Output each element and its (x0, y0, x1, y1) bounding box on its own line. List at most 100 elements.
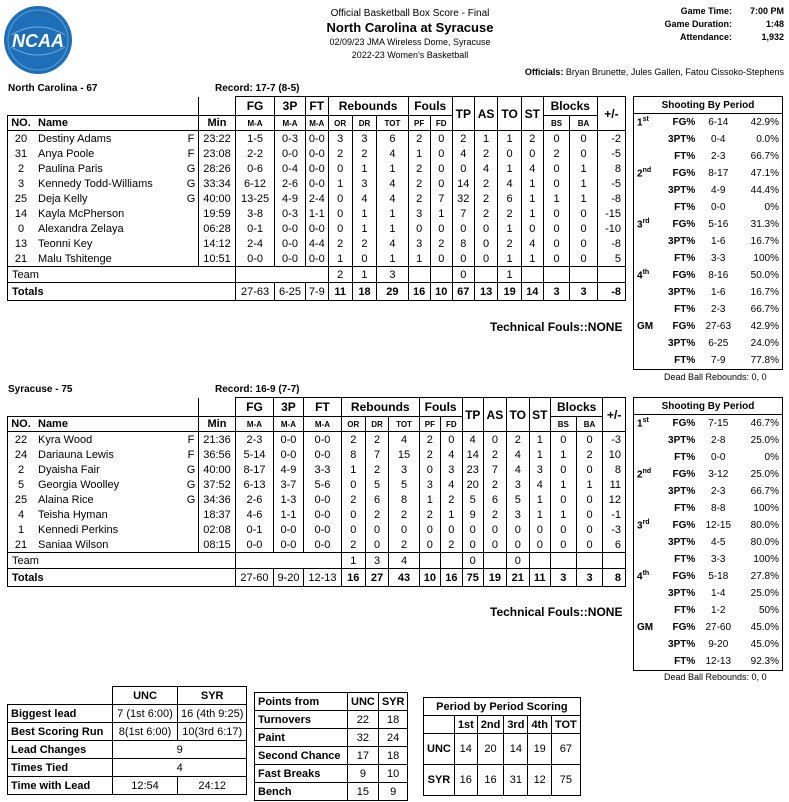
shot-type-label: FT% (674, 304, 696, 315)
period-score: 16 (453, 764, 478, 796)
blank-header (7, 397, 199, 417)
stat-tp: 8 (451, 236, 475, 251)
game-summary-table: UNC SYR Biggest lead 7 (1st 6:00) 16 (4th 9:… (7, 686, 248, 795)
totals-row: Totals 27-60 9-20 12-13 16 27 43 10 16 75 19 21 11 3 3… (7, 568, 626, 587)
total-bs: 3 (549, 568, 577, 587)
col-header-3p: 3P (272, 397, 304, 417)
period-label: 1st (634, 114, 657, 132)
summary-row: Lead Changes 9 (7, 740, 248, 759)
cell (634, 551, 657, 568)
period-number: 3 (637, 219, 643, 231)
total-dr: 18 (351, 282, 378, 301)
shot-made-attempted: 0-0 (711, 202, 726, 213)
stat-dr: 7 (364, 447, 390, 462)
col-subheader-tot: TOT (376, 115, 409, 131)
player-name: Teonni Key (38, 237, 93, 250)
total-3p: 9-20 (272, 568, 304, 587)
shot-type-label: 3PT% (668, 588, 696, 599)
stat-pf: 2 (407, 191, 431, 206)
shot-type-label: FG% (672, 270, 696, 281)
col-header-name: Name (34, 115, 199, 131)
stat-or: 0 (340, 477, 366, 492)
shot-made-attempted: 27-63 (705, 321, 732, 332)
player-number: 24 (7, 447, 34, 462)
player-number: 31 (7, 146, 34, 161)
col-subheader-ba: BA (569, 115, 598, 131)
player-name: Kennedy Todd-Williams (38, 177, 153, 190)
unc-dead-ball-rebounds: Dead Ball Rebounds: 0, 0 (664, 372, 767, 382)
stat-pm: 6 (602, 537, 626, 553)
shot-made-attempted: 2-3 (711, 151, 726, 162)
shooting-row: 3PT% 0-4 0.0% (634, 131, 783, 148)
stat-tp: 0 (461, 522, 484, 537)
shot-percentage: 45.0% (750, 639, 779, 650)
summary-syr-value: 10(3rd 6:17) (176, 722, 248, 741)
team-row: Team 1 3 4 0 0 (7, 552, 626, 569)
period-number: 1 (637, 418, 643, 430)
col-subheader-pf: PF (418, 416, 442, 432)
player-minutes: 28:26 (198, 161, 236, 176)
points-from-unc: 22 (347, 710, 379, 729)
stat-st: 4 (528, 477, 551, 492)
stat-dr: 2 (364, 431, 390, 447)
period-label: GM (637, 321, 654, 332)
player-name: Georgia Woolley (38, 478, 120, 491)
shot-made-attempted: 1-6 (711, 287, 726, 298)
shooting-row: 3PT% 2-8 25.0% (634, 432, 783, 449)
stat-as: 0 (482, 431, 507, 447)
team-stat-st (520, 266, 544, 283)
player-row: 1 Kennedi Perkins 02:08 0-1 0-0 0-0 0 0 0 0 0 0 0 0 0 0… (7, 522, 626, 537)
player-row: 24 Dariauna Lewis F 36:56 5-14 0-0 0-0 8 7 15 2 4 14… (7, 447, 626, 462)
stat-tot: 0 (388, 522, 420, 537)
shot-made-attempted: 5-18 (708, 571, 729, 582)
team-row: Team 2 1 3 0 1 (7, 266, 627, 283)
cell (634, 585, 657, 602)
stat-ft: 0-0 (304, 161, 329, 176)
player-position: F (184, 431, 199, 447)
stat-dr: 4 (351, 191, 378, 206)
stat-tot: 4 (376, 176, 409, 191)
stat-or: 1 (340, 462, 366, 477)
shot-percentage: 66.7% (750, 151, 779, 162)
cell (235, 266, 329, 283)
total-or: 16 (340, 568, 366, 587)
total-fg: 27-63 (234, 282, 276, 301)
col-header-rebounds: Rebounds (327, 96, 409, 116)
shot-percentage: 66.7% (750, 486, 779, 497)
season-line: 2022-23 Women's Basketball (351, 50, 469, 60)
stat-tot: 2 (388, 537, 420, 553)
period-suffix: rd (642, 519, 650, 527)
shot-percentage: 16.7% (750, 236, 779, 247)
points-from-syr: 18 (377, 746, 409, 765)
period-score: 19 (527, 733, 552, 765)
stat-to: 1 (497, 221, 522, 236)
total-st: 11 (528, 568, 551, 587)
unc-technical-fouls: Technical Fouls::NONE (490, 320, 623, 334)
player-position: G (184, 477, 199, 492)
cell (634, 335, 657, 352)
team-stat-to: 0 (505, 552, 530, 569)
syr-box-score: FG 3P FT Rebounds Fouls TP AS TO ST Blocks +/- NO. N… (7, 397, 626, 587)
stat-or: 2 (340, 492, 366, 507)
shot-percentage: 42.9% (750, 117, 779, 128)
player-number: 4 (7, 507, 34, 522)
stat-st: 4 (520, 161, 544, 176)
player-minutes: 23:08 (198, 146, 236, 161)
shooting-row: FT% 3-3 100% (634, 551, 783, 568)
stat-bs: 0 (549, 522, 577, 537)
summary-label: Lead Changes (7, 740, 113, 759)
stat-as: 2 (473, 176, 499, 191)
shooting-row: 4th FG% 5-18 27.8% (634, 568, 783, 585)
shot-type-label: FG% (672, 520, 696, 531)
stat-bs: 0 (542, 161, 571, 176)
cell (634, 602, 657, 619)
shot-percentage: 77.8% (750, 355, 779, 366)
stat-tot: 4 (388, 431, 420, 447)
period-col-header: TOT (550, 715, 581, 734)
syr-team-title: Syracuse - 75 (8, 384, 73, 395)
ncaa-logo: NCAA (4, 6, 72, 74)
shot-percentage: 80.0% (750, 520, 779, 531)
col-subheader-bs: BS (542, 115, 571, 131)
player-number: 21 (7, 251, 34, 267)
cell (235, 552, 342, 569)
